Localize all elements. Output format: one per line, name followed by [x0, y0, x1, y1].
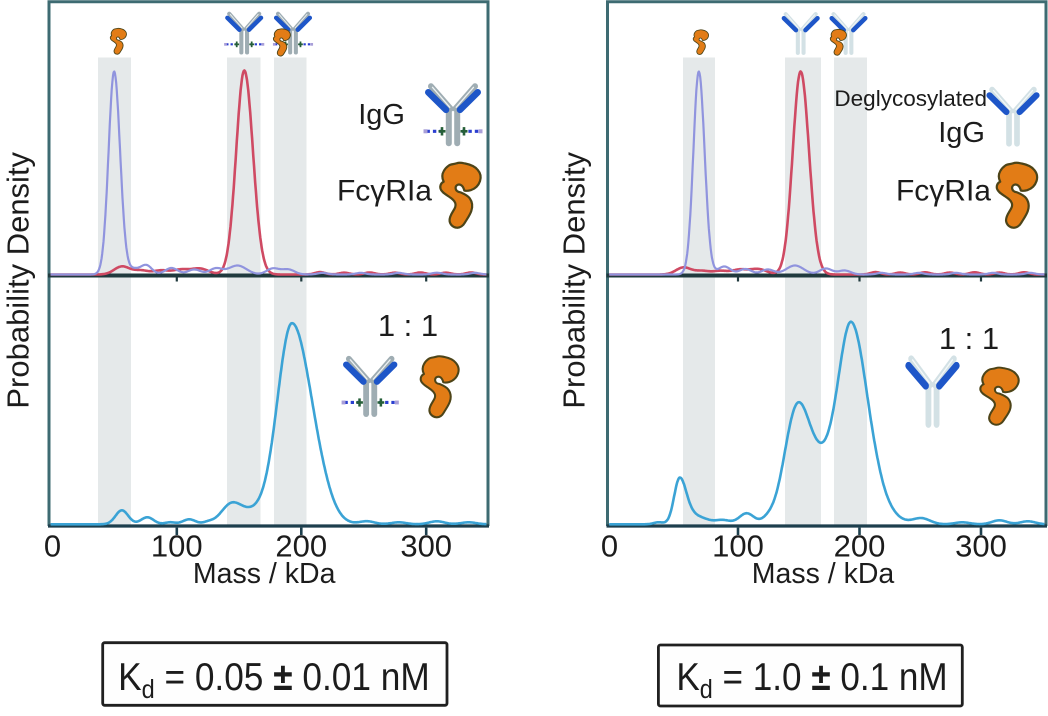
- svg-text:200: 200: [275, 529, 327, 564]
- svg-text:Probability Density: Probability Density: [1, 151, 36, 408]
- svg-text:300: 300: [955, 529, 1007, 564]
- svg-text:1 : 1: 1 : 1: [378, 308, 438, 343]
- svg-text:Mass / kDa: Mass / kDa: [193, 558, 336, 590]
- svg-text:IgG: IgG: [938, 117, 985, 149]
- svg-text:Mass / kDa: Mass / kDa: [752, 558, 895, 590]
- svg-text:Kd = 0.05 ± 0.01 nM: Kd = 0.05 ± 0.01 nM: [118, 654, 430, 704]
- svg-text:0: 0: [44, 529, 61, 564]
- svg-text:200: 200: [834, 529, 886, 564]
- svg-text:Deglycosylated: Deglycosylated: [834, 86, 987, 111]
- svg-text:100: 100: [151, 529, 203, 564]
- svg-text:300: 300: [400, 529, 452, 564]
- svg-text:100: 100: [712, 529, 764, 564]
- svg-text:Probability Density: Probability Density: [557, 151, 592, 408]
- svg-text:FcγRIa: FcγRIa: [337, 175, 432, 208]
- svg-text:IgG: IgG: [358, 99, 405, 131]
- svg-text:Kd = 1.0 ± 0.1 nM: Kd = 1.0 ± 0.1 nM: [676, 654, 947, 704]
- svg-text:1 : 1: 1 : 1: [939, 321, 999, 356]
- svg-text:FcγRIa: FcγRIa: [896, 175, 991, 208]
- svg-text:0: 0: [601, 529, 618, 564]
